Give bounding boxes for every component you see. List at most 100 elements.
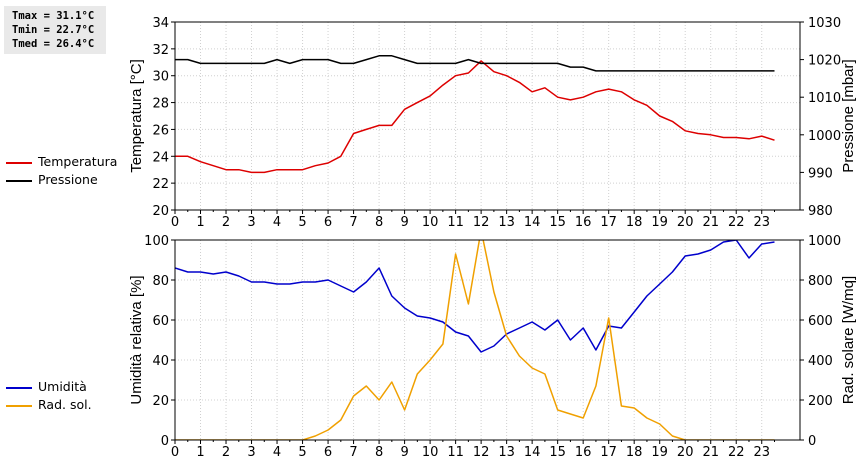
x-tick-label-top: 18 (626, 215, 643, 230)
x-tick-label-bottom: 3 (247, 445, 255, 460)
legend-label-pressione: Pressione (38, 172, 98, 187)
legend-swatch-umidita (6, 387, 32, 389)
x-tick-label-top: 3 (247, 215, 255, 230)
y-right-tick-label-bottom: 600 (808, 314, 833, 329)
x-tick-label-top: 2 (222, 215, 230, 230)
legend-label-rad-sol: Rad. sol. (38, 397, 92, 412)
x-tick-label-bottom: 23 (753, 445, 770, 460)
x-tick-label-bottom: 19 (651, 445, 668, 460)
x-tick-label-bottom: 1 (196, 445, 204, 460)
x-tick-label-top: 10 (422, 215, 439, 230)
plot-frame-bottom (174, 239, 801, 441)
x-tick-label-bottom: 20 (677, 445, 694, 460)
x-tick-label-bottom: 2 (222, 445, 230, 460)
x-tick-label-top: 11 (447, 215, 464, 230)
x-tick-label-top: 15 (549, 215, 566, 230)
x-tick-label-bottom: 4 (273, 445, 281, 460)
x-tick-label-top: 6 (324, 215, 332, 230)
y-right-tick-label-top: 1000 (808, 129, 841, 144)
x-tick-label-top: 12 (473, 215, 490, 230)
legend-swatch-rad-sol (6, 405, 32, 407)
x-tick-label-top: 7 (349, 215, 357, 230)
x-tick-label-top: 0 (171, 215, 179, 230)
x-tick-label-bottom: 8 (375, 445, 383, 460)
y-right-axis-title-bottom: Rad. solare [W/mq] (840, 276, 857, 404)
x-tick-label-bottom: 7 (349, 445, 357, 460)
x-tick-label-bottom: 22 (728, 445, 745, 460)
series-line-pressione (175, 55, 775, 72)
stat-tmed: Tmed = 26.4°C (12, 38, 95, 50)
y-left-tick-label-top: 20 (152, 204, 169, 219)
x-tick-label-top: 22 (728, 215, 745, 230)
y-left-tick-label-bottom: 60 (152, 314, 169, 329)
x-tick-label-bottom: 12 (473, 445, 490, 460)
x-tick-label-top: 17 (600, 215, 617, 230)
x-tick-label-top: 9 (400, 215, 408, 230)
y-left-axis-title-bottom: Umidità relativa [%] (128, 275, 145, 404)
y-right-tick-label-top: 1030 (808, 16, 841, 31)
x-tick-label-bottom: 10 (422, 445, 439, 460)
x-tick-label-top: 5 (298, 215, 306, 230)
x-tick-label-bottom: 6 (324, 445, 332, 460)
plot-area-top (175, 22, 800, 210)
x-tick-label-top: 8 (375, 215, 383, 230)
x-tick-label-top: 23 (753, 215, 770, 230)
legend-swatch-pressione (6, 180, 32, 182)
y-left-axis-title-top: Temperatura [°C] (128, 59, 145, 173)
x-tick-label-top: 21 (702, 215, 719, 230)
y-left-tick-label-top: 24 (152, 150, 169, 165)
y-left-tick-label-top: 22 (152, 177, 169, 192)
series-line-umidit (175, 240, 775, 353)
legend-label-umidita: Umidità (38, 379, 87, 394)
y-left-tick-label-top: 26 (152, 123, 169, 138)
y-right-tick-label-bottom: 0 (808, 434, 816, 449)
y-right-tick-label-top: 1010 (808, 91, 841, 106)
y-left-tick-label-top: 28 (152, 97, 169, 112)
y-right-tick-label-top: 980 (808, 204, 833, 219)
y-left-tick-label-bottom: 100 (144, 234, 169, 249)
plot-frame-top (174, 21, 801, 211)
x-tick-label-bottom: 11 (447, 445, 464, 460)
stats-box: Tmax = 31.1°C Tmin = 22.7°C Tmed = 26.4°… (4, 6, 106, 54)
x-tick-label-bottom: 9 (400, 445, 408, 460)
y-left-tick-label-top: 34 (152, 16, 169, 31)
legend-label-temperatura: Temperatura (38, 154, 118, 169)
y-left-tick-label-bottom: 0 (161, 434, 169, 449)
chart-bottom: 0 1 2 3 4 5 6 7 8 9 10 11 12 13 14 15 16 17 18 19 20 21 22 2302… (128, 234, 857, 460)
stat-tmin: Tmin = 22.7°C (12, 24, 95, 36)
series-line-temperatura (175, 60, 775, 174)
x-tick-label-top: 4 (273, 215, 281, 230)
x-tick-label-bottom: 5 (298, 445, 306, 460)
y-right-tick-label-bottom: 1000 (808, 234, 841, 249)
x-tick-label-top: 13 (498, 215, 515, 230)
y-left-tick-label-top: 30 (152, 70, 169, 85)
y-left-tick-label-bottom: 40 (152, 354, 169, 369)
series-line-rad-sol (175, 240, 775, 440)
y-right-tick-label-bottom: 400 (808, 354, 833, 369)
y-left-tick-label-top: 32 (152, 43, 169, 58)
x-tick-label-bottom: 17 (600, 445, 617, 460)
x-tick-label-top: 19 (651, 215, 668, 230)
y-right-tick-label-bottom: 800 (808, 274, 833, 289)
y-left-tick-label-bottom: 20 (152, 394, 169, 409)
y-right-tick-label-top: 990 (808, 166, 833, 181)
legend-swatch-temperatura (6, 162, 32, 164)
x-tick-label-bottom: 14 (524, 445, 541, 460)
x-tick-label-bottom: 16 (575, 445, 592, 460)
x-tick-label-top: 20 (677, 215, 694, 230)
plot-area-bottom (175, 240, 800, 440)
x-tick-label-top: 16 (575, 215, 592, 230)
x-tick-label-top: 14 (524, 215, 541, 230)
y-right-tick-label-bottom: 200 (808, 394, 833, 409)
stat-tmax: Tmax = 31.1°C (12, 10, 95, 22)
y-left-tick-label-bottom: 80 (152, 274, 169, 289)
y-right-tick-label-top: 1020 (808, 54, 841, 69)
x-tick-label-bottom: 13 (498, 445, 515, 460)
chart-top: 0 1 2 3 4 5 6 7 8 9 10 11 12 13 14 15 16 17 18 19 20 21 22 2320… (128, 16, 857, 230)
x-tick-label-bottom: 0 (171, 445, 179, 460)
x-tick-label-bottom: 18 (626, 445, 643, 460)
x-tick-label-top: 1 (196, 215, 204, 230)
y-right-axis-title-top: Pressione [mbar] (840, 59, 857, 172)
x-tick-label-bottom: 15 (549, 445, 566, 460)
